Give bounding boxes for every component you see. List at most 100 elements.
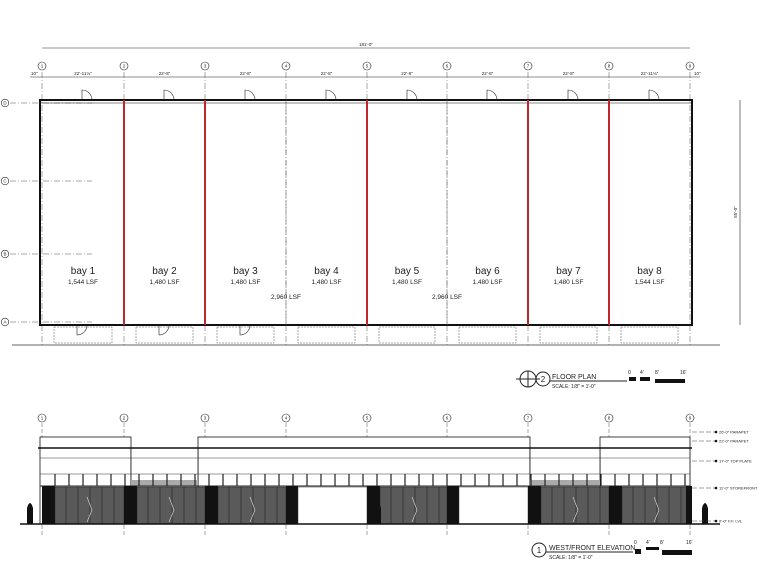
bay-area: 1,544 LSF bbox=[635, 279, 665, 286]
scale-bar-segment bbox=[662, 550, 692, 555]
grid-bubble bbox=[523, 413, 533, 423]
drawing-number: 2 bbox=[541, 375, 546, 384]
grid-bubble bbox=[685, 413, 695, 423]
grid-label: 1 bbox=[41, 64, 44, 69]
drawing-title: WEST/FRONT ELEVATION bbox=[549, 545, 635, 552]
grid-label: 3 bbox=[204, 416, 207, 421]
scale-bar: 0 4' 8' 16' bbox=[634, 540, 693, 555]
elevation-title-block: 1 WEST/FRONT ELEVATION SCALE: 1/8" = 1'-… bbox=[531, 540, 693, 561]
grid-bubble bbox=[200, 61, 210, 71]
grid-label: 1 bbox=[41, 416, 44, 421]
storefront-glazing bbox=[54, 486, 125, 525]
overall-dimension: 181'-0" bbox=[359, 42, 373, 47]
grid-bubble bbox=[0, 249, 10, 259]
storefront-canopy bbox=[216, 326, 275, 344]
storefront-glazing bbox=[136, 486, 206, 525]
storefront-canopy bbox=[458, 326, 517, 344]
level-marker-icon bbox=[714, 519, 718, 523]
rear-door-icon bbox=[163, 89, 175, 101]
scale-bar-segment bbox=[646, 547, 659, 550]
rear-door-icon bbox=[486, 89, 498, 101]
bay-spacing-dimension: 22'-8" bbox=[240, 71, 252, 76]
pier bbox=[609, 486, 622, 524]
human-scale-figure-icon bbox=[375, 503, 381, 524]
scale-bar-label: 16' bbox=[686, 540, 693, 546]
level-label: 22'-0" PARAPET bbox=[719, 439, 749, 444]
grid-label: 4 bbox=[285, 64, 288, 69]
combined-area: 2,960 LSF bbox=[432, 294, 462, 301]
end-offset: 10" bbox=[31, 71, 38, 76]
pier bbox=[124, 486, 137, 524]
door-swing-icon bbox=[653, 496, 660, 523]
grid-label: 4 bbox=[285, 416, 288, 421]
grid-bubble bbox=[362, 413, 372, 423]
grid-label: 3 bbox=[204, 64, 207, 69]
scale-bar-segment bbox=[655, 379, 685, 383]
level-marker-icon bbox=[714, 430, 718, 434]
storefront-canopy bbox=[378, 326, 436, 344]
rear-door-icon bbox=[567, 89, 579, 101]
grid-bubble bbox=[119, 413, 129, 423]
grid-label: B bbox=[3, 252, 6, 257]
grid-label: 9 bbox=[689, 64, 692, 69]
door-swing-icon bbox=[411, 496, 418, 523]
grid-label: 9 bbox=[689, 416, 692, 421]
scale-bar: 0 4' 8' 16' bbox=[628, 370, 687, 383]
bay-name: bay 2 bbox=[152, 266, 177, 277]
grid-bubble bbox=[281, 61, 291, 71]
bay-spacing-dimension: 22'-8" bbox=[321, 71, 333, 76]
level-marker-icon bbox=[714, 486, 718, 490]
storefront-glazing bbox=[540, 486, 610, 525]
storefront-glazing bbox=[621, 486, 691, 525]
bay-area: 1,480 LSF bbox=[312, 279, 342, 286]
bay-spacing-dimension: 22'-8" bbox=[159, 71, 171, 76]
blank-storefront bbox=[458, 486, 529, 525]
bay-name: bay 3 bbox=[233, 266, 258, 277]
drawing-number-bubble bbox=[535, 371, 551, 387]
grid-label: 8 bbox=[608, 64, 611, 69]
storefront-glazing bbox=[217, 486, 287, 525]
grid-bubble bbox=[281, 413, 291, 423]
grid-label: 6 bbox=[446, 416, 449, 421]
drawing-scale: SCALE: 1/8" = 1'-0" bbox=[552, 384, 596, 390]
level-label: 26'-0" PARAPET bbox=[719, 430, 749, 435]
bay-name: bay 7 bbox=[556, 266, 581, 277]
scale-bar-segment bbox=[640, 377, 650, 381]
grid-label: D bbox=[3, 101, 7, 106]
scale-bar-label: 0 bbox=[628, 370, 631, 376]
door-swing-icon bbox=[572, 496, 579, 523]
grid-label: A bbox=[3, 320, 6, 325]
front-door-icon bbox=[76, 324, 88, 336]
awning bbox=[131, 480, 198, 486]
scale-bar-label: 0 bbox=[634, 540, 637, 546]
blank-storefront bbox=[297, 486, 368, 525]
bay-spacing-dimension: 22'-8" bbox=[482, 71, 494, 76]
pier bbox=[205, 486, 218, 524]
level-label: 11'-0" STOREFRONT bbox=[719, 486, 758, 491]
rear-door-icon bbox=[406, 89, 418, 101]
scale-bar-segment bbox=[635, 549, 641, 554]
bay-area: 1,544 LSF bbox=[68, 279, 98, 286]
bay-area: 1,480 LSF bbox=[231, 279, 261, 286]
bay-spacing-dimension: 22'-11⅛" bbox=[74, 71, 92, 76]
grid-bubble bbox=[604, 61, 614, 71]
rear-door-icon bbox=[81, 89, 93, 101]
bay-name: bay 4 bbox=[314, 266, 339, 277]
storefront-canopy bbox=[539, 326, 598, 344]
bay-spacing-dimension: 22'-8" bbox=[563, 71, 575, 76]
scale-bar-segment bbox=[629, 377, 636, 381]
bay-name: bay 8 bbox=[637, 266, 662, 277]
grid-bubble bbox=[523, 61, 533, 71]
drawing-number: 1 bbox=[537, 546, 542, 555]
level-marker-icon bbox=[714, 459, 718, 463]
grid-bubble bbox=[604, 413, 614, 423]
grid-bubble bbox=[200, 413, 210, 423]
human-scale-figure-icon bbox=[702, 503, 708, 524]
storefront-canopy bbox=[620, 326, 679, 344]
grid-label: 6 bbox=[446, 64, 449, 69]
grid-bubble bbox=[119, 61, 129, 71]
grid-bubble bbox=[685, 61, 695, 71]
grid-bubble bbox=[37, 61, 47, 71]
bay-area: 1,480 LSF bbox=[392, 279, 422, 286]
scale-bar-label: 4' bbox=[640, 370, 644, 376]
